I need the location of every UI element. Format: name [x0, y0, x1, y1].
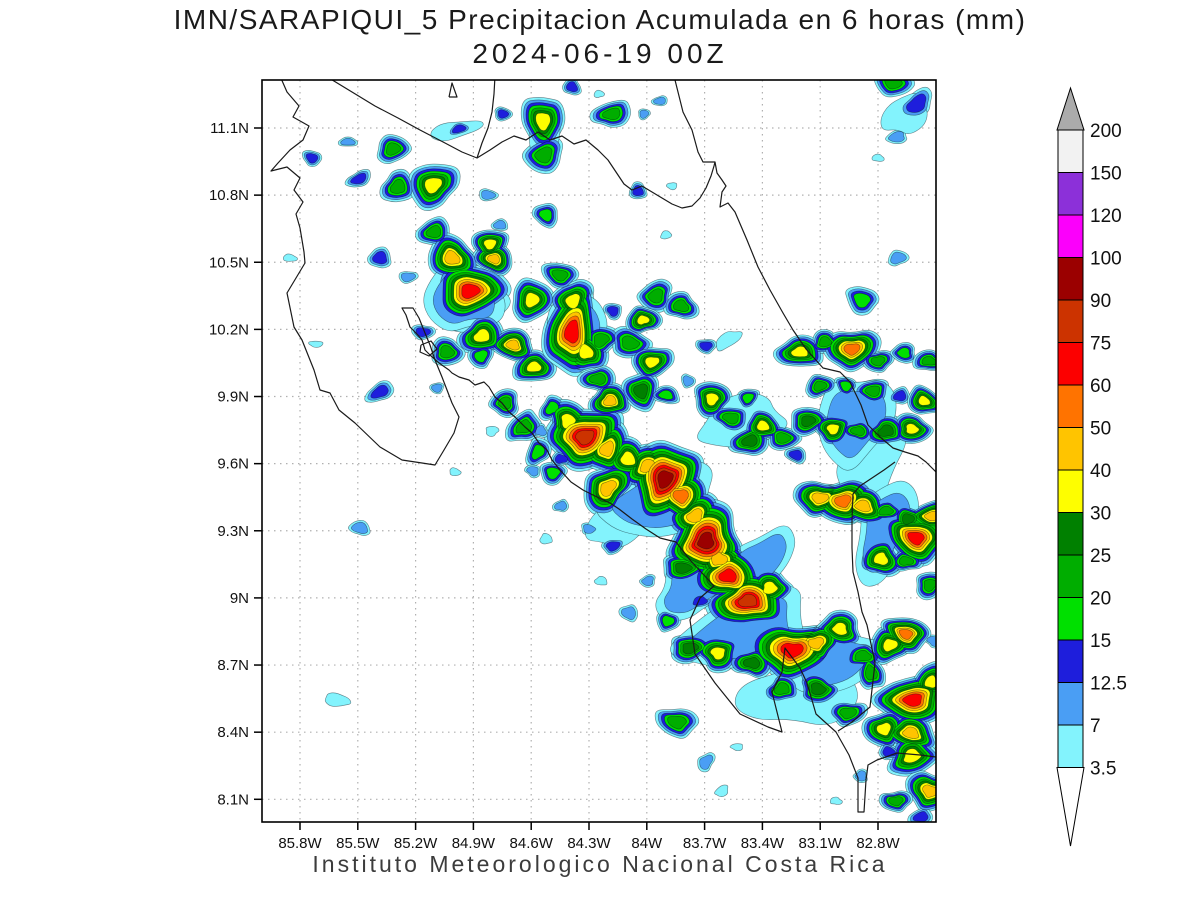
colorbar-band [1057, 597, 1084, 641]
map-subtitle: 2024-06-19 00Z [472, 38, 728, 69]
y-tick-label: 9N [230, 590, 249, 607]
colorbar-band [1057, 257, 1084, 301]
colorbar-band [1057, 342, 1084, 386]
colorbar-band [1057, 384, 1084, 428]
precipitation-contours [283, 80, 936, 822]
colorbar-label: 7 [1090, 716, 1101, 737]
y-tick-label: 9.6N [217, 456, 249, 473]
axis-ticks [254, 127, 879, 830]
axis-tick-labels: 85.8W 85.5W 85.2W 84.9W 84.6W 84.3W 84W 83.7W 83… [209, 120, 901, 852]
coastline [270, 80, 936, 813]
colorbar-band [1057, 512, 1084, 556]
colorbar-label: 120 [1090, 206, 1122, 227]
colorbar-label: 3.5 [1090, 759, 1116, 780]
colorbar-label: 100 [1090, 249, 1122, 270]
colorbar-over-arrow [1056, 86, 1085, 131]
colorbar-band [1057, 554, 1084, 598]
map-title: IMN/SARAPIQUI_5 Precipitacion Acumulada … [173, 4, 1027, 35]
x-tick-label: 84.9W [452, 835, 496, 852]
y-tick-label: 10.8N [209, 187, 249, 204]
y-tick-label: 10.2N [209, 321, 249, 338]
colorbar-band [1057, 639, 1084, 683]
colorbar: 200 150 120 100 90 75 60 50 40 30 25 20 15 12.5 7 3.5 [1056, 86, 1127, 847]
colorbar-label: 90 [1090, 291, 1111, 312]
x-tick-label: 84W [631, 835, 663, 852]
y-tick-label: 8.7N [217, 657, 249, 674]
colorbar-band [1057, 469, 1084, 513]
x-tick-label: 84.6W [510, 835, 554, 852]
colorbar-label: 150 [1090, 164, 1122, 185]
x-tick-label: 85.8W [278, 835, 322, 852]
colorbar-label: 30 [1090, 504, 1111, 525]
x-tick-label: 84.3W [567, 835, 611, 852]
colorbar-label: 20 [1090, 589, 1111, 610]
colorbar-label: 60 [1090, 376, 1111, 397]
y-tick-label: 9.9N [217, 389, 249, 406]
colorbar-band [1057, 299, 1084, 343]
colorbar-label: 200 [1090, 121, 1122, 142]
colorbar-label: 75 [1090, 334, 1111, 355]
colorbar-band [1057, 682, 1084, 726]
y-tick-label: 8.4N [217, 724, 249, 741]
y-tick-label: 9.3N [217, 523, 249, 540]
colorbar-band [1057, 172, 1084, 216]
x-tick-label: 85.2W [394, 835, 438, 852]
colorbar-band [1057, 724, 1084, 768]
map-frame [261, 79, 937, 823]
colorbar-band [1057, 427, 1084, 471]
colorbar-band [1057, 214, 1084, 258]
map-footer: Instituto Meteorologico Nacional Costa R… [312, 851, 888, 877]
colorbar-label: 15 [1090, 631, 1111, 652]
x-tick-label: 85.5W [336, 835, 380, 852]
y-tick-label: 10.5N [209, 254, 249, 271]
colorbar-label: 50 [1090, 419, 1111, 440]
y-tick-label: 8.1N [217, 791, 249, 808]
colorbar-label: 25 [1090, 546, 1111, 567]
y-tick-label: 11.1N [210, 120, 249, 137]
colorbar-label: 40 [1090, 461, 1111, 482]
colorbar-label: 12.5 [1090, 674, 1127, 695]
title-block: IMN/SARAPIQUI_5 Precipitacion Acumulada … [0, 4, 1200, 70]
colorbar-band [1057, 129, 1084, 173]
x-tick-label: 83.1W [799, 835, 843, 852]
x-tick-label: 82.8W [856, 835, 900, 852]
colorbar-under-arrow [1056, 767, 1085, 847]
x-tick-label: 83.4W [741, 835, 785, 852]
x-tick-label: 83.7W [683, 835, 727, 852]
